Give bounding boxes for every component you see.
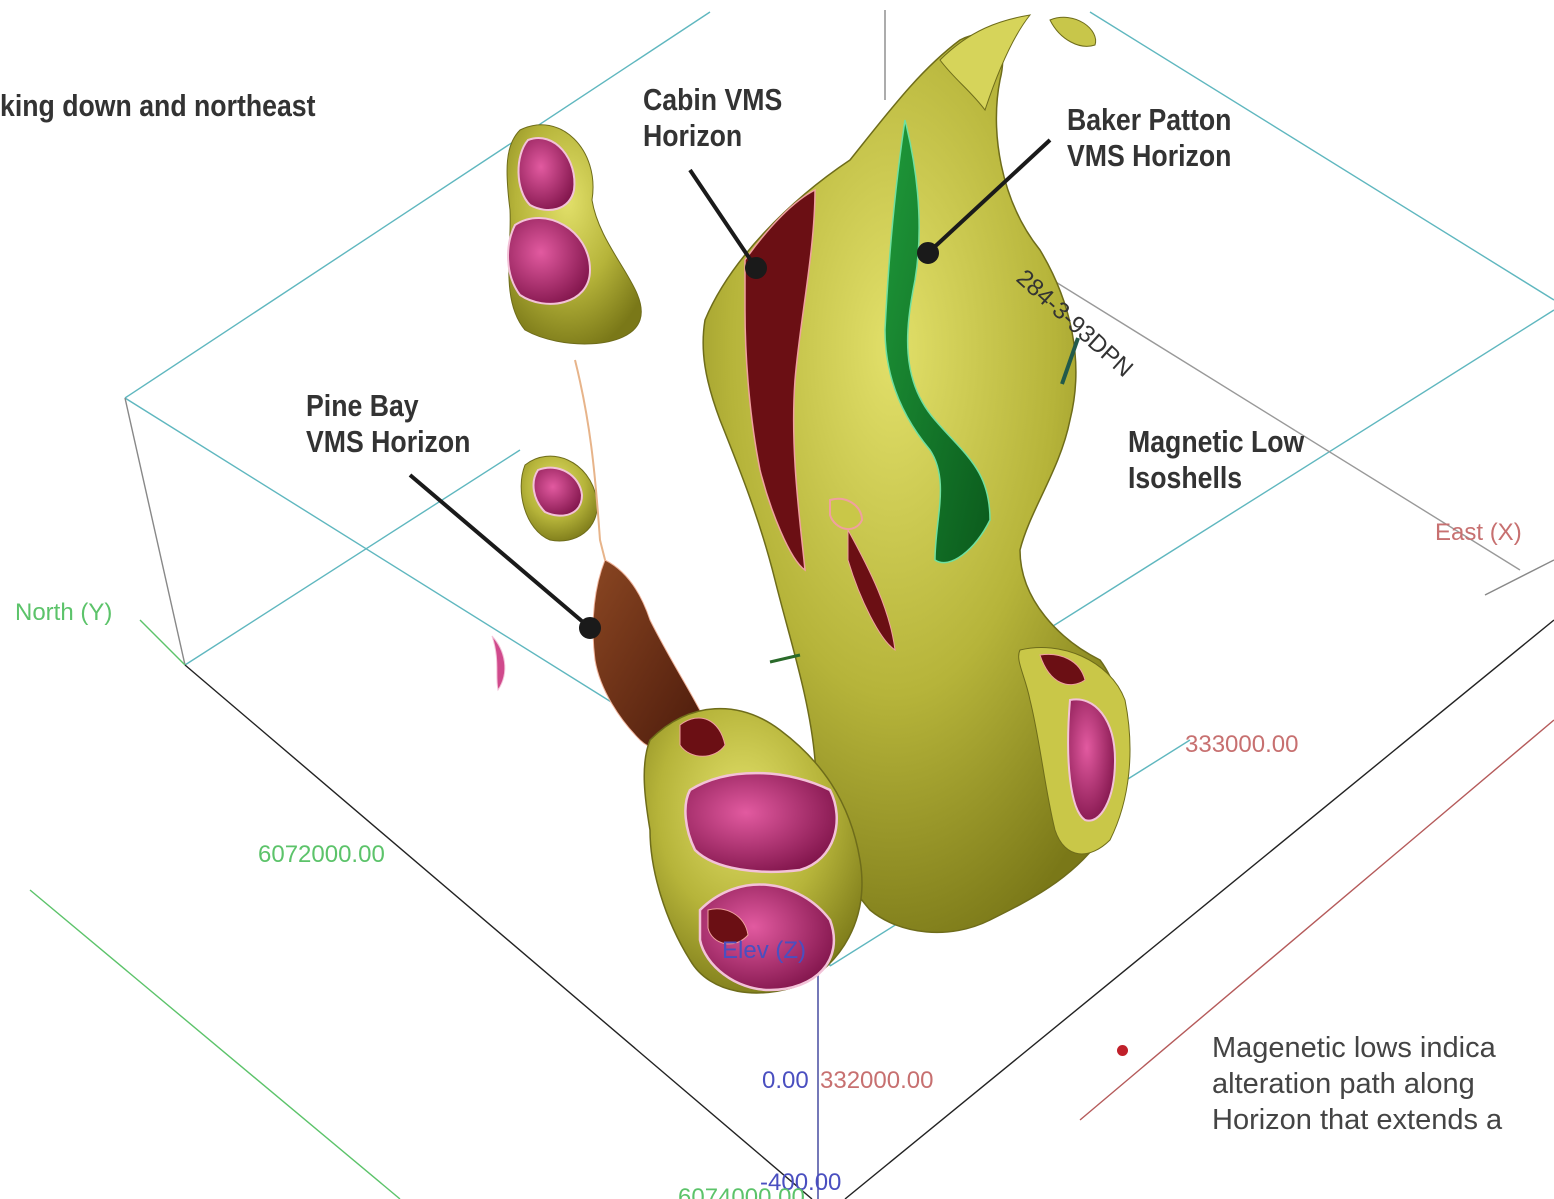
x-tick-bottom-label: 332000.00 xyxy=(820,1067,933,1094)
note-bullet xyxy=(1117,1045,1128,1056)
maglow-callout-line1: Magnetic Low xyxy=(1128,424,1305,459)
drillhole-trace xyxy=(1060,337,1080,385)
north-axis-label: North (Y) xyxy=(15,599,112,626)
pine-callout: Pine Bay VMS Horizon xyxy=(306,388,470,460)
box-mid-edge-right xyxy=(1014,309,1554,651)
y-tick-bottom-label: 6074000.00 xyxy=(678,1184,805,1199)
pine-callout-line2: VMS Horizon xyxy=(306,424,471,459)
pine-callout-line1: Pine Bay xyxy=(306,388,419,423)
baker-leader-dot xyxy=(917,242,939,264)
main-isoshell-body xyxy=(702,14,1131,934)
maglow-callout: Magnetic Low Isoshells xyxy=(1128,424,1304,496)
y-tick-label: 6072000.00 xyxy=(258,841,385,868)
pine-leader xyxy=(408,473,592,630)
cabin-leader-dot xyxy=(745,257,767,279)
cabin-callout-line1: Cabin VMS xyxy=(643,82,783,117)
elev-axis-label: Elev (Z) xyxy=(722,937,806,964)
baker-callout: Baker Patton VMS Horizon xyxy=(1067,102,1231,174)
box-bottom-left xyxy=(184,664,813,1199)
callout-leaders xyxy=(408,138,1052,639)
baker-leader xyxy=(926,138,1052,255)
box-right-vertical xyxy=(1484,559,1554,596)
x-tick-top-label: 333000.00 xyxy=(1185,731,1298,758)
view-title: king down and northeast xyxy=(0,88,316,123)
box-mid-edge-left xyxy=(184,449,521,666)
baker-callout-line2: VMS Horizon xyxy=(1067,138,1232,173)
cabin-callout-line2: Horizon xyxy=(643,118,743,153)
note-line-2: alteration path along xyxy=(1212,1068,1475,1100)
note-line-3: Horizon that extends a xyxy=(1212,1104,1503,1136)
z-tick-neg-label: -400.00 xyxy=(760,1169,841,1196)
baker-callout-line1: Baker Patton xyxy=(1067,102,1232,137)
east-axis-lower xyxy=(1079,719,1554,1121)
box-top-edge-left xyxy=(124,11,711,399)
box-bottom-right xyxy=(844,619,1554,1199)
maglow-callout-line2: Isoshells xyxy=(1128,460,1243,495)
pine-leader-dot xyxy=(579,617,601,639)
cabin-leader xyxy=(688,168,758,270)
cabin-callout: Cabin VMS Horizon xyxy=(643,82,782,154)
north-axis-line xyxy=(139,619,186,666)
box-inner-grey xyxy=(979,234,1521,571)
box-top-edge-right xyxy=(1089,11,1554,301)
isoshell-upper-left xyxy=(506,124,642,345)
z-tick-0-label: 0.00 xyxy=(762,1067,809,1094)
isoshell-sliver xyxy=(491,635,506,692)
box-left-vertical xyxy=(124,397,186,666)
east-axis-label: East (X) xyxy=(1435,519,1522,546)
north-axis-lower xyxy=(29,889,401,1199)
isoshell-small-middle xyxy=(520,455,598,542)
note-line-1: Magenetic lows indica xyxy=(1212,1032,1496,1064)
front-isoshell-body xyxy=(643,707,863,994)
note-text: Magenetic lows indica alteration path al… xyxy=(1212,1030,1554,1138)
drillhole-stub xyxy=(769,653,801,664)
